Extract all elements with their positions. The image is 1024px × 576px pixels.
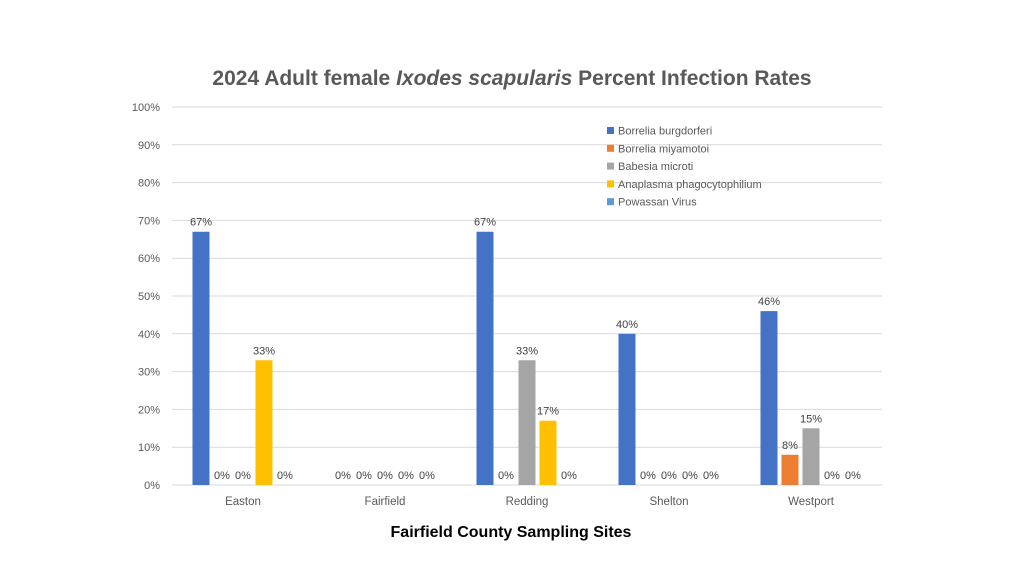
bar (192, 231, 210, 485)
data-label: 0% (661, 470, 677, 482)
bar (618, 333, 636, 485)
title-part: Ixodes scapularis (396, 67, 572, 90)
data-label: 0% (335, 470, 351, 482)
data-label: 8% (782, 440, 798, 452)
legend-label: Babesia microti (618, 161, 693, 173)
legend-label: Powassan Virus (618, 197, 697, 209)
x-category-label: Westport (788, 496, 835, 508)
x-axis-categories: Easton Fairfield Redding Shelton Westport (225, 496, 835, 508)
data-label: 0% (398, 470, 414, 482)
legend-label: Borrelia miyamotoi (618, 143, 709, 155)
data-label: 33% (516, 345, 538, 357)
data-label: 0% (703, 470, 719, 482)
data-label: 67% (474, 217, 496, 229)
data-label: 0% (561, 470, 577, 482)
bars (192, 231, 820, 485)
y-tick-label: 30% (138, 367, 160, 379)
bar (802, 428, 820, 485)
data-label: 17% (537, 406, 559, 418)
y-tick-label: 90% (138, 140, 160, 152)
bar (760, 311, 778, 485)
data-label: 0% (845, 470, 861, 482)
data-label: 0% (235, 470, 251, 482)
data-labels: 67% 0% 0% 33% 0% 0% 0% 0% 0% 0% 67% 0% 33% 17% 0% 40% 0%… (190, 217, 861, 482)
data-label: 0% (419, 470, 435, 482)
x-category-label: Redding (506, 496, 549, 508)
legend-swatch (607, 198, 614, 206)
data-label: 0% (498, 470, 514, 482)
title-part: Percent Infection Rates (572, 67, 811, 90)
y-tick-label: 10% (138, 442, 160, 454)
data-label: 0% (682, 470, 698, 482)
title-part: 2024 Adult female (212, 67, 396, 90)
data-label: 67% (190, 217, 212, 229)
y-tick-label: 50% (138, 291, 160, 303)
y-tick-label: 40% (138, 329, 160, 341)
y-tick-label: 70% (138, 215, 160, 227)
bar (539, 420, 557, 485)
data-label: 0% (214, 470, 230, 482)
bar (476, 231, 494, 485)
x-category-label: Fairfield (365, 496, 406, 508)
y-tick-label: 100% (132, 102, 160, 114)
legend-swatch (607, 180, 614, 188)
legend-swatch (607, 144, 614, 152)
legend-label: Borrelia burgdorferi (618, 126, 712, 138)
bar (255, 360, 273, 485)
x-category-label: Easton (225, 496, 261, 508)
y-tick-label: 20% (138, 404, 160, 416)
chart-title: 2024 Adult female Ixodes scapularis Perc… (212, 67, 811, 90)
x-axis-title: Fairfield County Sampling Sites (391, 524, 632, 541)
data-label: 15% (800, 413, 822, 425)
x-category-label: Shelton (649, 496, 688, 508)
y-axis-ticks: 0% 10% 20% 30% 40% 50% 60% 70% 80% 90% 100% (132, 102, 160, 492)
y-tick-label: 80% (138, 178, 160, 190)
data-label: 33% (253, 345, 275, 357)
data-label: 40% (616, 319, 638, 331)
legend-swatch (607, 127, 614, 134)
y-tick-label: 60% (138, 253, 160, 265)
legend: Borrelia burgdorferi Borrelia miyamotoi Ba… (607, 126, 762, 209)
bar (518, 360, 536, 485)
data-label: 0% (356, 470, 372, 482)
data-label: 0% (640, 470, 656, 482)
gridlines (172, 106, 882, 486)
y-tick-label: 0% (144, 480, 160, 492)
data-label: 0% (377, 470, 393, 482)
data-label: 0% (277, 470, 293, 482)
bar (781, 454, 799, 485)
data-label: 46% (758, 296, 780, 308)
legend-label: Anaplasma phagocytophilium (618, 179, 762, 191)
data-label: 0% (824, 470, 840, 482)
legend-swatch (607, 162, 614, 170)
